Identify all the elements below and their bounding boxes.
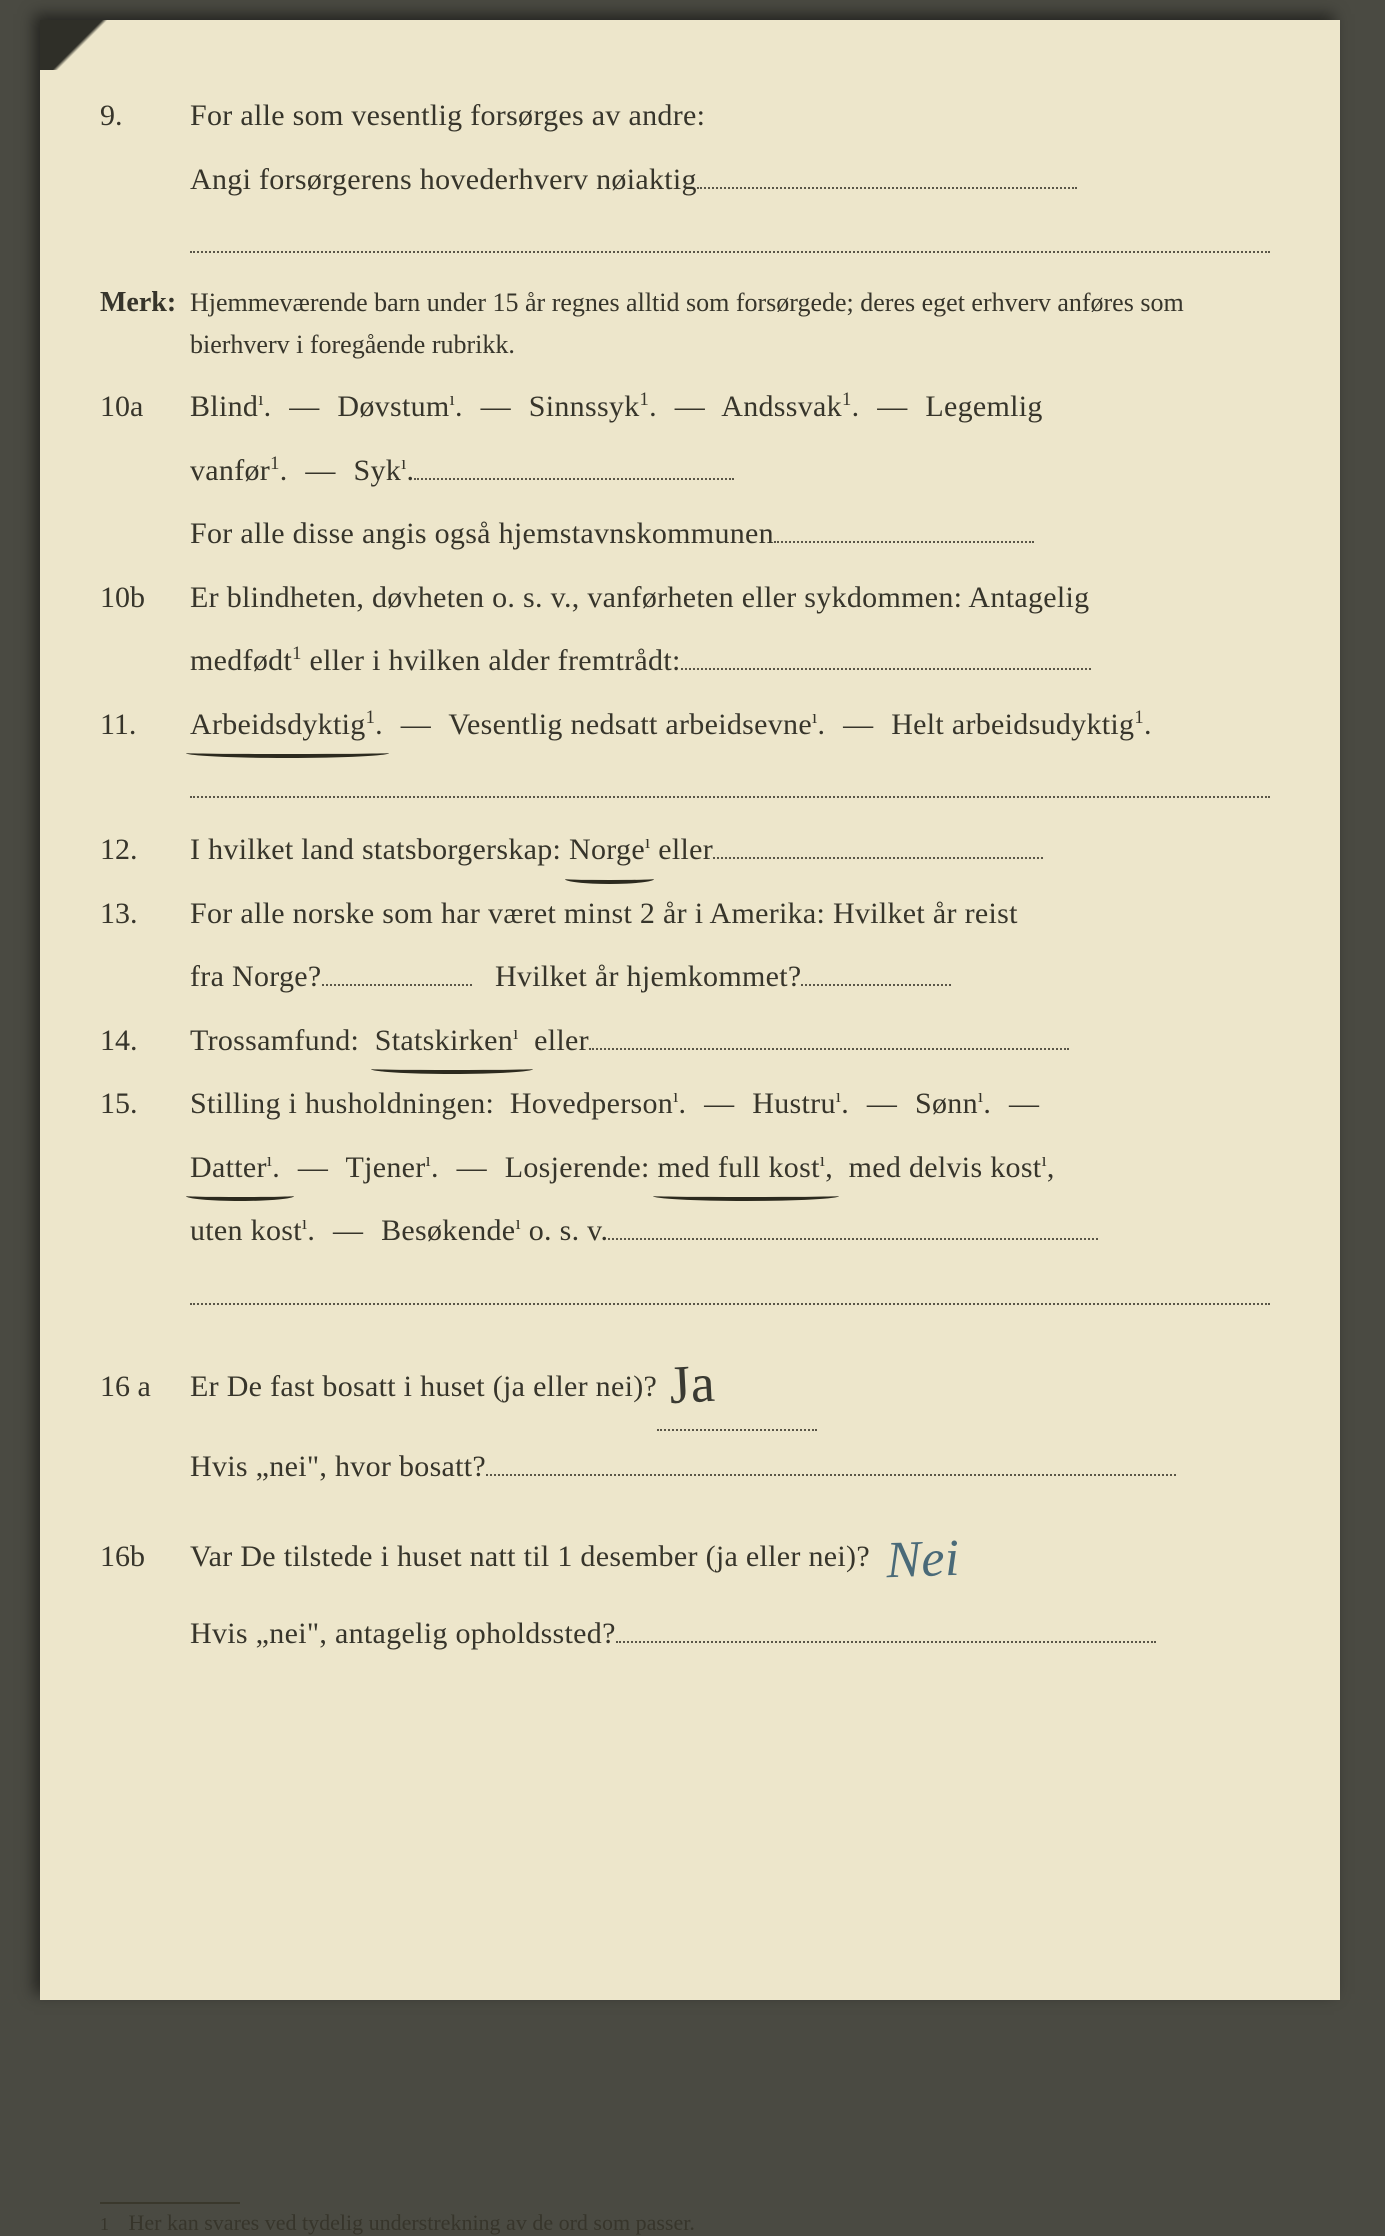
blank-line[interactable]: [774, 541, 1034, 543]
question-13-line2: fra Norge? Hvilket år hjemkommet?: [100, 949, 1270, 1005]
q16a-number: 16 a: [100, 1359, 190, 1415]
q10a-number: 10a: [100, 379, 190, 435]
question-16a: 16 a Er De fast bosatt i huset (ja eller…: [100, 1329, 1270, 1431]
underline-datter: Datterı.: [190, 1140, 280, 1196]
q12-number: 12.: [100, 822, 190, 878]
q13-number: 13.: [100, 886, 190, 942]
blank-line[interactable]: [190, 1275, 1270, 1305]
q16b-number: 16b: [100, 1529, 190, 1585]
blank-line[interactable]: [608, 1238, 1098, 1240]
q13-line1: For alle norske som har været minst 2 år…: [190, 886, 1270, 942]
q11-options: Arbeidsdyktig1. — Vesentlig nedsatt arbe…: [190, 697, 1270, 753]
question-14: 14. Trossamfund: Statskirkenı eller: [100, 1013, 1270, 1069]
blank-line[interactable]: [713, 857, 1043, 859]
merk-text: Hjemmeværende barn under 15 år regnes al…: [190, 282, 1270, 365]
question-10a: 10a Blindı. — Døvstumı. — Sinnssyk1. — A…: [100, 379, 1270, 435]
blank-line[interactable]: [801, 984, 951, 986]
handwriting-ja: Ja: [667, 1334, 718, 1436]
footnote: 1 Her kan svares ved tydelig understrekn…: [100, 2210, 1270, 2236]
q10b-line1: Er blindheten, døvheten o. s. v., vanfør…: [190, 570, 1270, 626]
q10b-number: 10b: [100, 570, 190, 626]
blank-line[interactable]: [589, 1048, 1069, 1050]
blank-line[interactable]: [486, 1474, 1176, 1476]
q9-number: 9.: [100, 88, 190, 144]
underline-med-full-kost: med full kostı: [657, 1140, 825, 1196]
blank-line[interactable]: [322, 984, 472, 986]
blank-line[interactable]: [414, 478, 734, 480]
question-15: 15. Stilling i husholdningen: Hovedperso…: [100, 1076, 1270, 1132]
page-corner-fold: [40, 20, 120, 70]
q10a-options: Blindı. — Døvstumı. — Sinnssyk1. — Andss…: [190, 379, 1270, 435]
question-11: 11. Arbeidsdyktig1. — Vesentlig nedsatt …: [100, 697, 1270, 753]
blank-line[interactable]: [697, 187, 1077, 189]
question-16b-sub: Hvis „nei", antagelig opholdssted?: [100, 1606, 1270, 1662]
underline-arbeidsdyktig: Arbeidsdyktig1: [190, 697, 375, 753]
question-12: 12. I hvilket land statsborgerskap: Norg…: [100, 822, 1270, 878]
blank-line[interactable]: [616, 1641, 1156, 1643]
blank-line[interactable]: [190, 223, 1270, 253]
q9-line1: For alle som vesentlig forsørges av andr…: [190, 88, 1270, 144]
question-15-line3: uten kostı. — Besøkendeı o. s. v.: [100, 1203, 1270, 1259]
question-16b: 16b Var De tilstede i huset natt til 1 d…: [100, 1502, 1270, 1598]
question-9-line2: Angi forsørgerens hovederhverv nøiaktig: [100, 152, 1270, 208]
question-10b-line2: medfødt1 eller i hvilken alder fremtrådt…: [100, 633, 1270, 689]
underline-norge: Norgeı: [569, 822, 650, 878]
question-10a-line3: For alle disse angis også hjemstavnskomm…: [100, 506, 1270, 562]
note-merk: Merk: Hjemmeværende barn under 15 år reg…: [100, 277, 1270, 365]
q14-number: 14.: [100, 1013, 190, 1069]
blank-line[interactable]: [681, 668, 1091, 670]
footnote-rule: [100, 2202, 240, 2204]
q15-number: 15.: [100, 1076, 190, 1132]
footnote-number: 1: [100, 2214, 109, 2234]
question-10b: 10b Er blindheten, døvheten o. s. v., va…: [100, 570, 1270, 626]
question-13: 13. For alle norske som har været minst …: [100, 886, 1270, 942]
question-9: 9. For alle som vesentlig forsørges av a…: [100, 88, 1270, 144]
q9-line2: Angi forsørgerens hovederhverv nøiaktig: [190, 152, 1270, 208]
question-15-line2: Datterı. — Tjenerı. — Losjerende: med fu…: [100, 1140, 1270, 1196]
underline-statskirken: Statskirkenı: [375, 1013, 519, 1069]
handwriting-nei: Nei: [884, 1511, 960, 1610]
census-form-page: 9. For alle som vesentlig forsørges av a…: [40, 20, 1340, 2000]
answer-16a[interactable]: Ja: [657, 1329, 817, 1431]
question-10a-line2: vanfør1. — Sykı.: [100, 443, 1270, 499]
merk-label: Merk:: [100, 277, 190, 329]
q11-number: 11.: [100, 697, 190, 753]
question-16a-sub: Hvis „nei", hvor bosatt?: [100, 1439, 1270, 1495]
blank-line[interactable]: [190, 768, 1270, 798]
footnote-text: Her kan svares ved tydelig understreknin…: [129, 2210, 695, 2235]
